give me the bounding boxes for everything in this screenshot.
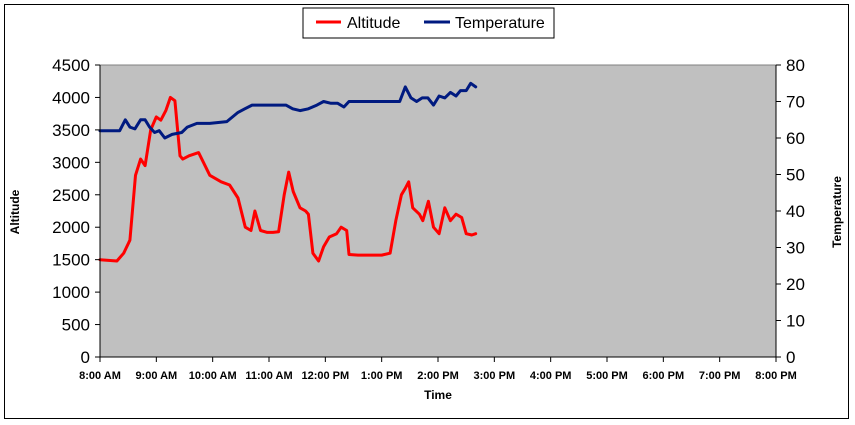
x-tick-label: 3:00 PM — [474, 370, 516, 382]
y-left-tick-label: 2500 — [52, 186, 90, 205]
y-axis-title-right: Temperature — [830, 176, 844, 248]
x-tick-label: 6:00 PM — [643, 370, 685, 382]
y-right-tick-label: 70 — [786, 93, 805, 112]
legend: Altitude Temperature — [302, 7, 555, 39]
y-right-tick-label: 40 — [786, 202, 805, 221]
axes-layer: 0 500 1000 1500 2000 2500 3000 3500 4000 4500 0 10 2… — [52, 56, 805, 382]
y-left-tick-label: 4500 — [52, 56, 90, 75]
y-left-tick-label: 3000 — [52, 153, 90, 172]
y-left-tick-label: 2000 — [52, 218, 90, 237]
y-left-tick-label: 1500 — [52, 251, 90, 270]
x-tick-label: 8:00 PM — [755, 370, 797, 382]
series-line-temperature — [98, 81, 478, 140]
y-left-tick-label: 1000 — [52, 283, 90, 302]
x-tick-label: 10:00 AM — [189, 370, 237, 382]
y-right-tick-label: 0 — [786, 348, 795, 367]
y-left-tick-label: 500 — [62, 316, 90, 335]
y-right-tick-label: 20 — [786, 275, 805, 294]
x-tick-label: 4:00 PM — [530, 370, 572, 382]
plot-area — [99, 64, 777, 358]
x-tick-label: 2:00 PM — [417, 370, 459, 382]
y-right-tick-label: 10 — [786, 312, 805, 331]
x-tick-label: 12:00 PM — [301, 370, 349, 382]
series-line-altitude — [98, 95, 478, 263]
x-tick-label: 11:00 AM — [245, 370, 292, 382]
y-right-tick-label: 50 — [786, 166, 805, 185]
x-axis-title: Time — [424, 388, 452, 402]
x-tick-label: 5:00 PM — [586, 370, 628, 382]
x-tick-label: 7:00 PM — [699, 370, 741, 382]
y-right-tick-label: 80 — [786, 56, 805, 75]
x-tick-label: 9:00 AM — [135, 370, 177, 382]
y-right-tick-label: 30 — [786, 239, 805, 258]
y-axis-title-left: Altitude — [8, 189, 22, 234]
y-left-tick-label: 3500 — [52, 121, 90, 140]
x-tick-label: 8:00 AM — [79, 370, 121, 382]
y-right-tick-label: 60 — [786, 129, 805, 148]
legend-label-altitude: Altitude — [347, 15, 400, 32]
legend-label-temperature: Temperature — [455, 15, 545, 32]
series-layer — [98, 81, 478, 263]
y-left-tick-label: 4000 — [52, 88, 90, 107]
x-tick-label: 1:00 PM — [361, 370, 403, 382]
y-left-tick-label: 0 — [81, 348, 90, 367]
